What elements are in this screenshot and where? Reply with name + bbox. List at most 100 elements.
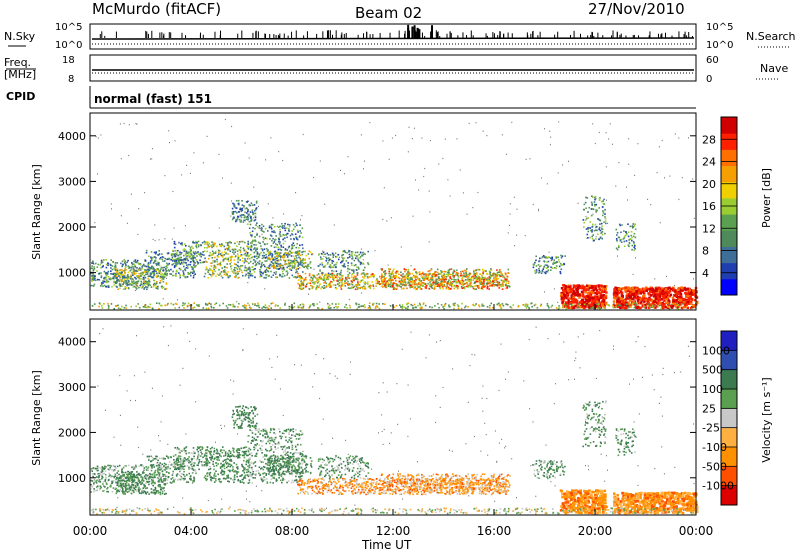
range-cell [319, 276, 321, 278]
noise-spike [497, 35, 498, 38]
range-cell [381, 273, 383, 275]
range-cell [122, 284, 124, 286]
noise-spike [633, 35, 634, 38]
range-cell [338, 285, 340, 287]
range-cell [372, 284, 374, 286]
range-cell [247, 241, 249, 243]
range-cell [213, 273, 215, 275]
range-cell [677, 293, 680, 296]
range-cell [274, 267, 276, 269]
range-cell [112, 261, 114, 263]
range-cell [600, 284, 603, 287]
range-cell [361, 254, 363, 256]
range-cell [353, 277, 355, 279]
range-cell [166, 282, 168, 284]
range-cell [352, 284, 354, 286]
range-cell [177, 255, 179, 257]
range-cell [250, 234, 252, 236]
range-cell [253, 213, 255, 215]
range-cell [117, 262, 119, 264]
range-cell [595, 238, 597, 240]
range-cell [133, 286, 135, 288]
range-cell [630, 226, 632, 228]
range-cell [332, 256, 334, 258]
range-cell [211, 241, 213, 243]
range-cell [605, 218, 607, 220]
range-cell [210, 274, 212, 276]
noise-spike [291, 32, 292, 38]
range-cell [101, 275, 103, 277]
range-cell [431, 276, 433, 278]
range-cell [274, 226, 276, 228]
range-cell [126, 285, 128, 287]
range-cell [152, 273, 154, 275]
range-cell [190, 272, 192, 274]
range-cell [205, 261, 207, 263]
range-cell [214, 244, 216, 246]
range-cell [325, 283, 327, 285]
range-cell [298, 247, 300, 249]
range-cell [163, 257, 165, 259]
range-cell [240, 221, 242, 223]
range-cell [387, 282, 389, 284]
range-cell [159, 270, 161, 272]
range-cell [400, 275, 402, 277]
range-cell [206, 267, 208, 269]
range-cell [626, 234, 628, 236]
range-cell [215, 275, 217, 277]
range-cell [594, 300, 597, 303]
range-cell [408, 282, 410, 284]
range-cell [311, 277, 313, 279]
range-cell [189, 305, 191, 307]
range-cell [273, 265, 275, 267]
range-cell [248, 255, 250, 257]
range-cell [245, 274, 247, 276]
range-cell [588, 231, 590, 233]
noise-spike [437, 34, 438, 38]
range-cell [188, 246, 190, 248]
range-cell [620, 297, 623, 300]
noise-spike [557, 32, 558, 38]
range-cell [556, 307, 558, 309]
range-cell [448, 279, 450, 281]
range-cell [193, 264, 195, 266]
range-cell [598, 218, 600, 220]
range-cell [269, 254, 271, 256]
range-cell [617, 249, 619, 251]
range-cell [100, 272, 102, 274]
range-cell [182, 275, 184, 277]
range-cell [390, 277, 392, 279]
range-cell [499, 270, 501, 272]
range-cell [215, 267, 217, 269]
range-cell [174, 243, 176, 245]
range-cell [164, 305, 166, 307]
range-cell [264, 248, 266, 250]
range-cell [332, 275, 334, 277]
noise-spike [508, 33, 509, 38]
noise-spike [346, 33, 347, 38]
range-cell [244, 250, 246, 252]
range-cell [405, 307, 407, 309]
range-cell [226, 274, 228, 276]
range-cell [498, 303, 500, 305]
range-cell [147, 287, 149, 289]
range-cell [92, 261, 94, 263]
range-cell [618, 292, 621, 295]
range-cell [344, 266, 346, 268]
range-cell [143, 277, 145, 279]
range-cell [426, 285, 428, 287]
range-cell [293, 255, 295, 257]
range-cell [176, 270, 178, 272]
range-cell [262, 237, 264, 239]
range-cell [194, 257, 196, 259]
range-cell [278, 247, 280, 249]
range-cell [246, 212, 248, 214]
range-cell [431, 307, 433, 309]
range-cell [513, 304, 515, 306]
range-cell [287, 272, 289, 274]
range-cell [108, 308, 110, 310]
range-cell [457, 273, 459, 275]
range-cell [355, 264, 357, 266]
noise-spike [284, 34, 285, 38]
